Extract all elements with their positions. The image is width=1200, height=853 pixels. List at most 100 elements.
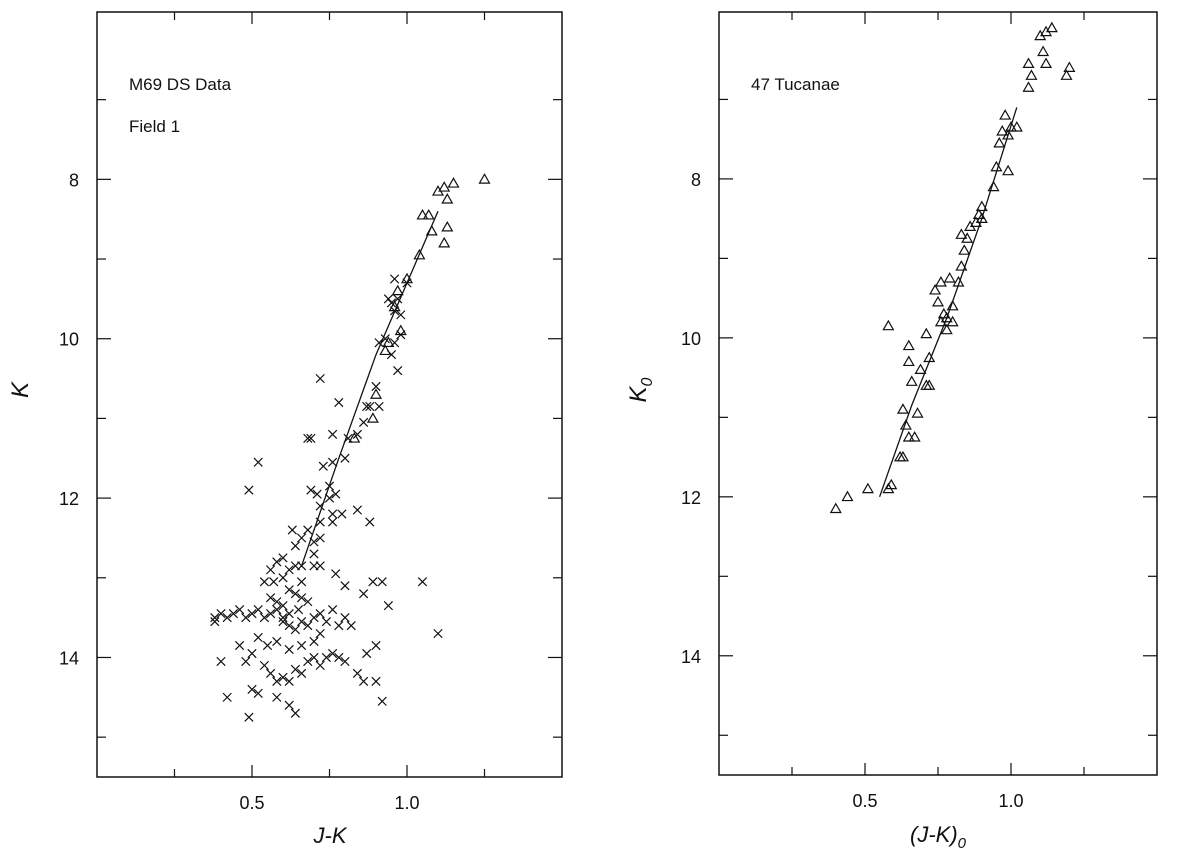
x-axis-label-47tuc: (J-K)0: [910, 822, 967, 852]
x-marker-point: [241, 613, 251, 623]
x-marker-point: [393, 365, 403, 376]
y-axis-label-main-47tuc: K: [625, 385, 652, 402]
x-marker-point: [284, 609, 294, 619]
x-marker-point: [315, 628, 325, 639]
triangle-marker-point: [1010, 121, 1023, 132]
triangle-marker-point: [416, 208, 429, 220]
triangle-marker-point: [964, 220, 977, 231]
x-marker-point: [389, 338, 400, 348]
x-marker-point: [327, 517, 338, 527]
x-marker-point: [296, 616, 307, 627]
triangle-marker-point: [438, 181, 451, 192]
triangle-marker-point: [1002, 128, 1015, 140]
triangle-marker-point: [931, 295, 945, 307]
x-marker-point: [318, 461, 328, 471]
x-marker-point: [315, 373, 325, 384]
data-points-47tuc: [829, 21, 1076, 514]
fit-line: [878, 107, 1018, 498]
x-marker-point: [290, 708, 301, 718]
x-marker-point: [386, 298, 397, 308]
x-marker-point: [327, 429, 338, 439]
y-axis-label-47tuc: K0: [625, 377, 656, 402]
x-marker-point: [303, 525, 313, 535]
triangle-marker-point: [348, 432, 361, 443]
x-marker-point: [244, 485, 254, 495]
x-tick-label: 1.0: [998, 791, 1023, 811]
triangle-marker-point: [969, 216, 982, 227]
x-marker-point: [396, 310, 406, 320]
x-tick-label: 1.0: [394, 793, 419, 813]
x-marker-point: [290, 664, 301, 675]
x-marker-point: [309, 652, 319, 663]
x-marker-point: [358, 589, 369, 599]
triangle-marker-point: [999, 109, 1012, 120]
x-marker-point: [284, 700, 294, 710]
x-marker-point: [352, 668, 363, 679]
x-marker-point: [309, 537, 319, 547]
x-marker-point: [284, 565, 294, 575]
fit-line-m69: [300, 210, 439, 567]
triangle-marker-point: [990, 160, 1003, 172]
x-marker-point: [312, 489, 322, 499]
x-marker-point: [262, 640, 273, 651]
x-marker-point: [327, 509, 338, 519]
x-marker-point: [296, 533, 307, 543]
x-marker-point: [216, 609, 226, 619]
x-marker-point: [358, 676, 369, 686]
triangle-marker-point: [1022, 81, 1035, 92]
y-tick-label: 14: [681, 647, 701, 667]
triangle-marker-point: [382, 336, 395, 348]
x-marker-point: [321, 616, 332, 627]
triangle-marker-point: [987, 180, 1000, 192]
triangle-marker-point: [920, 379, 933, 390]
y-axis-label-m69: K: [7, 381, 34, 398]
y-tick-label: 8: [691, 170, 701, 190]
x-marker-point: [309, 613, 319, 623]
triangle-marker-point: [958, 244, 971, 255]
x-marker-point: [265, 609, 276, 619]
data-points-m69: [210, 173, 491, 722]
x-marker-point: [278, 616, 288, 627]
triangle-marker-point: [369, 388, 383, 399]
triangle-marker-point: [914, 363, 927, 375]
triangle-marker-point: [911, 407, 924, 418]
triangle-marker-point: [441, 220, 454, 232]
annotation-text: M69 DS Data: [129, 75, 232, 94]
x-marker-point: [265, 565, 276, 575]
triangle-marker-point: [841, 490, 854, 502]
x-marker-point: [290, 589, 301, 599]
x-marker-point: [380, 334, 390, 344]
triangle-marker-point: [1040, 57, 1053, 69]
triangle-marker-point: [929, 283, 942, 295]
x-marker-point: [371, 640, 381, 651]
triangle-marker-point: [996, 125, 1009, 136]
x-marker-point: [334, 652, 344, 663]
x-axis-label-main-47tuc: (J-K): [910, 822, 958, 847]
x-marker-point: [278, 573, 288, 583]
x-marker-point: [362, 401, 372, 412]
x-marker-point: [337, 509, 347, 519]
y-tick-label: 10: [681, 329, 701, 349]
x-marker-point: [383, 294, 394, 304]
triangle-marker-point: [366, 412, 379, 423]
x-marker-point: [296, 640, 307, 651]
x-marker-point: [296, 577, 307, 587]
triangle-marker-point: [885, 478, 898, 490]
triangle-marker-point: [1060, 69, 1073, 80]
triangle-marker-point: [955, 260, 968, 271]
x-marker-point: [259, 660, 270, 671]
triangle-marker-point: [975, 200, 988, 212]
x-marker-point: [272, 676, 282, 686]
x-marker-point: [284, 676, 294, 686]
triangle-marker-point: [908, 431, 921, 442]
x-marker-point: [377, 577, 387, 587]
x-marker-point: [340, 613, 350, 623]
x-marker-point: [324, 493, 335, 503]
triangle-marker-point: [1045, 21, 1058, 33]
x-marker-point: [278, 601, 288, 611]
triangle-marker-point: [940, 323, 953, 335]
triangle-marker-point: [431, 185, 445, 196]
triangle-marker-point: [441, 193, 454, 204]
x-marker-point: [253, 457, 263, 467]
